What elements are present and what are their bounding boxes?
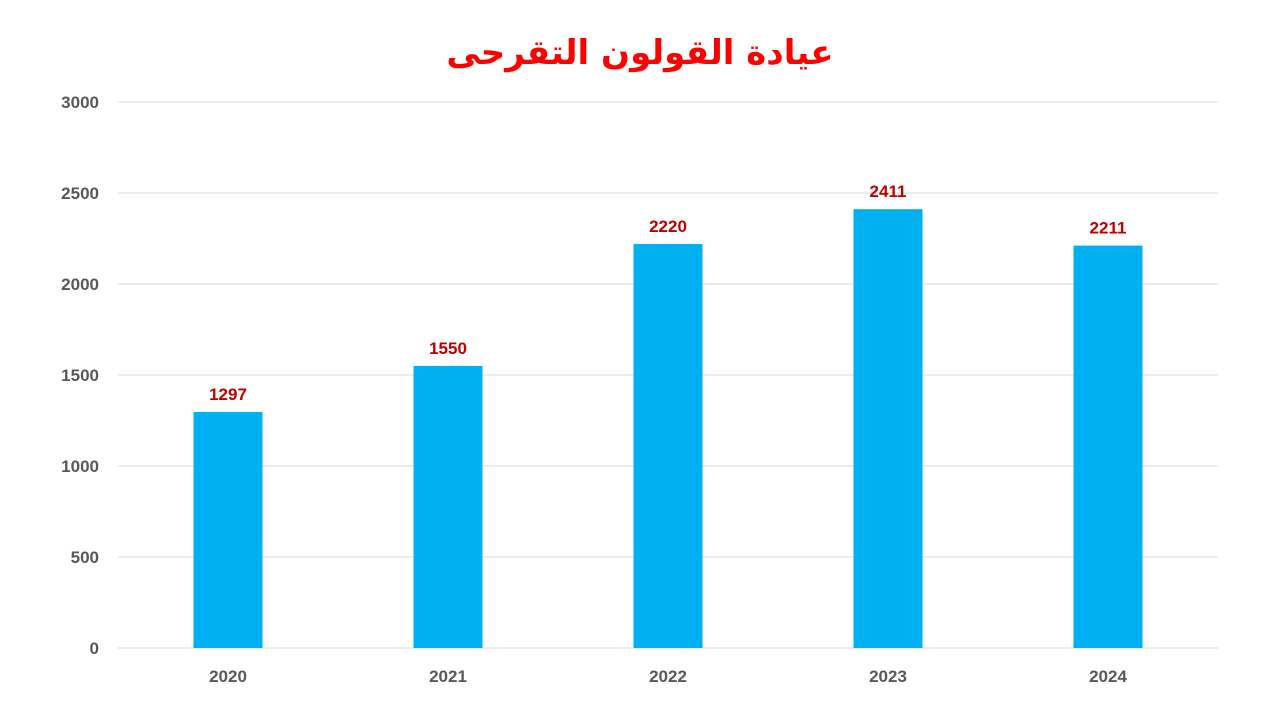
data-label: 1550 bbox=[429, 339, 467, 358]
y-tick-label: 1000 bbox=[61, 457, 99, 476]
chart-title: عيادة القولون التقرحى bbox=[446, 33, 834, 73]
data-label: 2211 bbox=[1090, 219, 1127, 238]
x-tick-label: 2020 bbox=[209, 667, 247, 686]
x-axis-ticks: 2020 2021 2022 2023 2024 bbox=[209, 667, 1127, 686]
y-tick-label: 3000 bbox=[61, 93, 99, 112]
y-tick-label: 0 bbox=[90, 639, 99, 658]
data-label: 1297 bbox=[209, 385, 247, 404]
bar-2021 bbox=[413, 365, 483, 648]
bars bbox=[193, 209, 1143, 648]
y-tick-label: 500 bbox=[71, 548, 99, 567]
y-axis-ticks: 0 500 1000 1500 2000 2500 3000 bbox=[61, 93, 99, 658]
bar-2022 bbox=[633, 243, 703, 648]
data-labels: 1297 1550 2220 2411 2211 bbox=[209, 182, 1126, 404]
y-tick-label: 2500 bbox=[61, 184, 99, 203]
y-tick-label: 2000 bbox=[61, 275, 99, 294]
y-tick-label: 1500 bbox=[61, 366, 99, 385]
bar-2024 bbox=[1073, 245, 1143, 648]
x-tick-label: 2023 bbox=[869, 667, 907, 686]
bar-2023 bbox=[853, 209, 923, 648]
bar-2020 bbox=[193, 411, 263, 648]
x-tick-label: 2022 bbox=[649, 667, 687, 686]
data-label: 2411 bbox=[870, 182, 907, 201]
x-tick-label: 2021 bbox=[429, 667, 467, 686]
x-tick-label: 2024 bbox=[1089, 667, 1127, 686]
data-label: 2220 bbox=[649, 217, 687, 236]
